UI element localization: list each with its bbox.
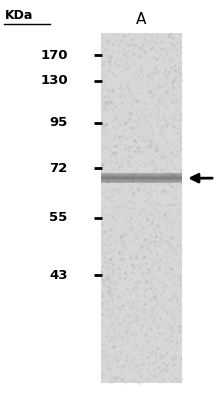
Bar	[101, 175, 182, 176]
Bar	[101, 178, 182, 179]
Bar	[101, 33, 182, 383]
Text: 95: 95	[50, 116, 68, 129]
Text: A: A	[136, 12, 147, 27]
Bar	[101, 174, 182, 175]
Text: 72: 72	[50, 162, 68, 175]
Bar	[101, 181, 182, 182]
Text: KDa: KDa	[5, 9, 33, 22]
Bar	[101, 179, 182, 180]
Text: 130: 130	[40, 74, 68, 87]
Text: 170: 170	[40, 48, 68, 62]
Text: 43: 43	[49, 269, 68, 282]
Bar	[101, 176, 182, 177]
Text: 55: 55	[50, 211, 68, 224]
Bar	[101, 173, 182, 174]
Bar	[101, 177, 182, 178]
Bar	[101, 180, 182, 181]
